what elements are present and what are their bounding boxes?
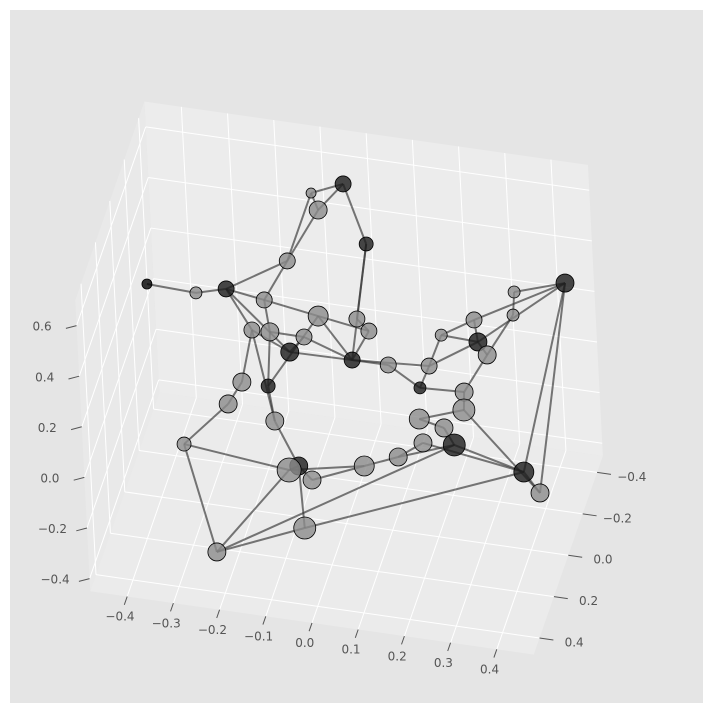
node xyxy=(335,176,351,192)
node xyxy=(380,357,396,373)
z-tick-label: 0.0 xyxy=(40,471,59,485)
node xyxy=(279,253,295,269)
node xyxy=(453,399,475,421)
node xyxy=(414,434,432,452)
node xyxy=(309,201,327,219)
node xyxy=(281,343,299,361)
node xyxy=(354,456,374,476)
node xyxy=(455,383,473,401)
node xyxy=(303,471,321,489)
x-tick-label: −0.2 xyxy=(198,623,227,637)
x-tick-label: 0.0 xyxy=(295,636,314,650)
node xyxy=(266,412,284,430)
node xyxy=(219,395,237,413)
node xyxy=(443,434,465,456)
node xyxy=(208,543,226,561)
node xyxy=(361,323,377,339)
node xyxy=(359,237,373,251)
x-tick-label: 0.4 xyxy=(480,663,499,677)
node xyxy=(244,322,260,338)
node xyxy=(507,309,519,321)
node xyxy=(142,279,152,289)
node xyxy=(308,306,328,326)
node xyxy=(261,323,279,341)
node xyxy=(256,292,272,308)
z-tick-label: −0.4 xyxy=(41,573,70,587)
node xyxy=(421,358,437,374)
x-tick-label: −0.1 xyxy=(244,630,273,644)
node xyxy=(466,312,482,328)
y-tick-label: −0.2 xyxy=(603,511,632,525)
node xyxy=(478,346,496,364)
y-tick-label: 0.0 xyxy=(593,553,612,567)
node xyxy=(435,419,453,437)
node xyxy=(218,281,234,297)
node xyxy=(435,329,447,341)
x-tick-label: −0.4 xyxy=(105,610,134,624)
x-tick-label: 0.3 xyxy=(434,656,453,670)
node xyxy=(306,188,316,198)
z-tick-label: −0.2 xyxy=(38,522,67,536)
node xyxy=(233,373,251,391)
node xyxy=(296,329,312,345)
node xyxy=(277,458,301,482)
node xyxy=(556,274,574,292)
node xyxy=(531,484,549,502)
node xyxy=(190,287,202,299)
z-tick-label: 0.6 xyxy=(33,320,52,334)
node xyxy=(389,448,407,466)
x-tick-label: 0.2 xyxy=(388,649,407,663)
y-tick-label: 0.2 xyxy=(579,594,598,608)
node xyxy=(344,352,360,368)
z-tick-label: 0.4 xyxy=(35,370,54,384)
y-tick-label: 0.4 xyxy=(565,635,584,649)
node xyxy=(261,379,275,393)
node xyxy=(508,286,520,298)
x-tick-label: 0.1 xyxy=(341,643,360,657)
node xyxy=(409,409,429,429)
node xyxy=(349,311,365,327)
node xyxy=(177,437,191,451)
node xyxy=(414,382,426,394)
node xyxy=(294,517,316,539)
y-tick-label: −0.4 xyxy=(617,470,646,484)
x-tick-label: −0.3 xyxy=(152,616,181,630)
z-tick-label: 0.2 xyxy=(38,421,57,435)
node xyxy=(514,462,534,482)
